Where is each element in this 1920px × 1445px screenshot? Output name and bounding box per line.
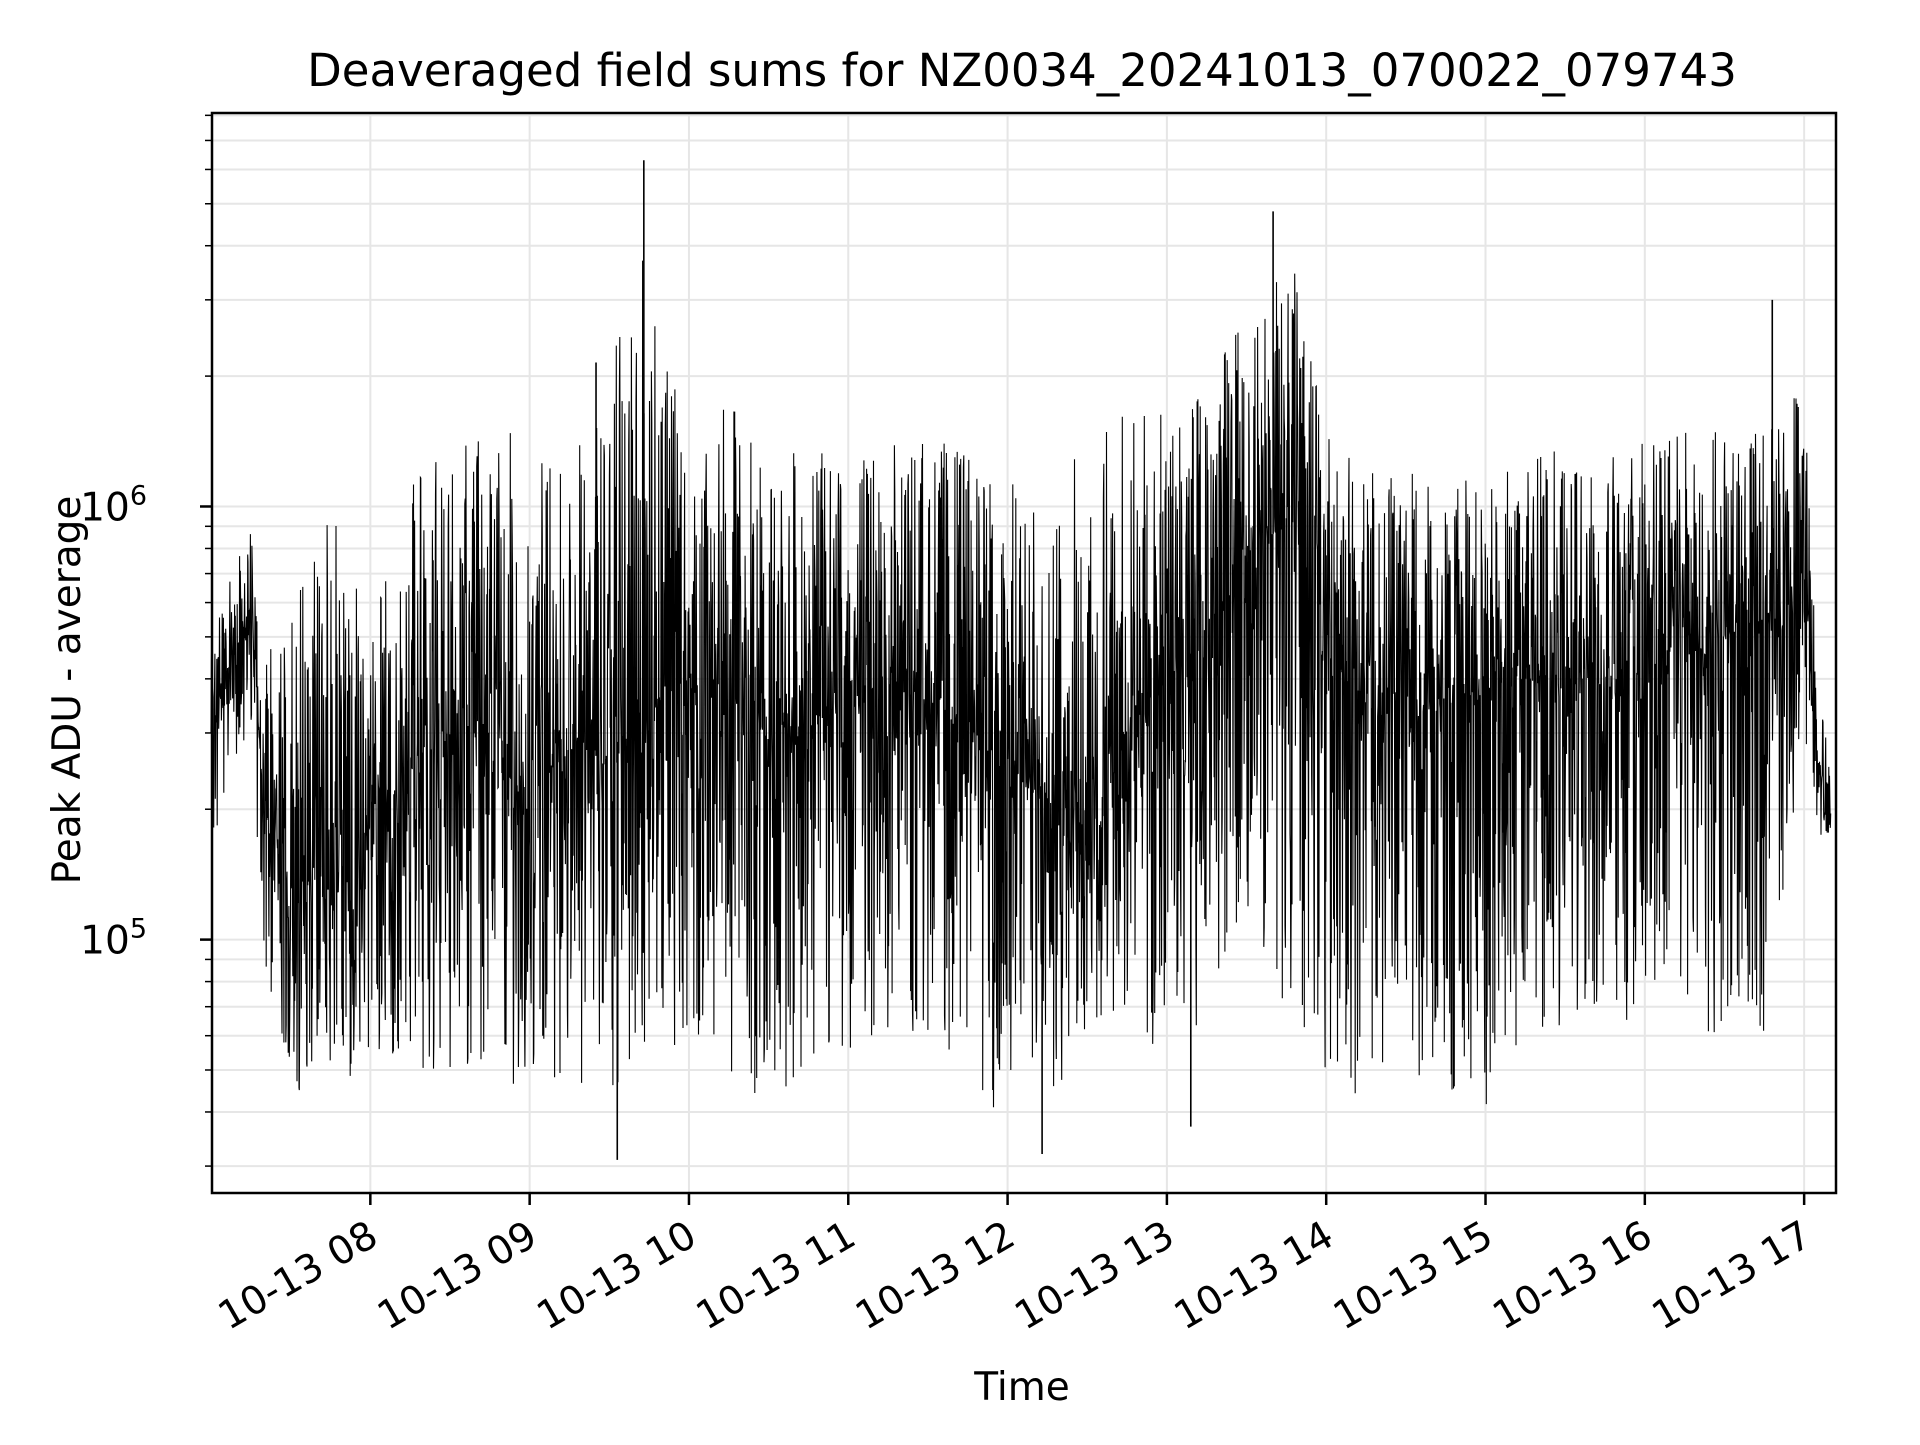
plot-frame (210, 111, 1838, 1195)
x-axis-label: Time (973, 1365, 1069, 1410)
series-line (210, 260, 1832, 1108)
data-line-series (210, 160, 1832, 1160)
y-axis-label: Peak ADU - average (45, 496, 90, 885)
y-tick-label: 105 (80, 914, 147, 964)
y-tick-label: 106 (80, 480, 147, 530)
chart-title: Deaveraged field sums for NZ0034_2024101… (307, 44, 1737, 97)
y-axis: 105 106 (80, 114, 212, 1167)
